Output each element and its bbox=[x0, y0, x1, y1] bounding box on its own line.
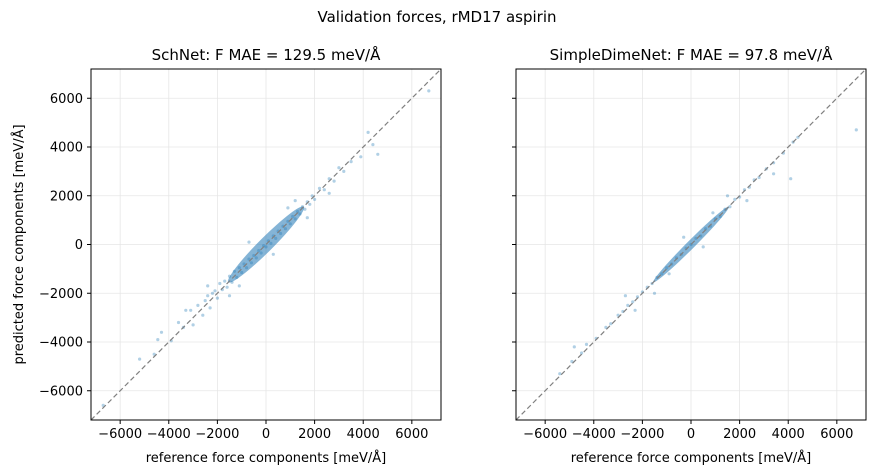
scatter-point bbox=[156, 338, 160, 342]
y-tick-label: 4000 bbox=[50, 141, 83, 156]
scatter-point bbox=[332, 179, 336, 183]
x-tick-label: 6000 bbox=[820, 427, 853, 442]
scatter-point bbox=[584, 342, 589, 346]
identity-line bbox=[91, 69, 441, 420]
scatter-point bbox=[667, 272, 671, 276]
scatter-point bbox=[271, 252, 275, 256]
scatter-point bbox=[789, 177, 793, 181]
scatter-point bbox=[572, 345, 576, 349]
scatter-point bbox=[196, 303, 200, 307]
y-tick-label: −2000 bbox=[39, 287, 83, 302]
scatter-point bbox=[371, 143, 375, 147]
scatter-point bbox=[711, 211, 715, 215]
figure-suptitle: Validation forces, rMD17 aspirin bbox=[317, 8, 556, 26]
panel-schnet: −6000 −4000 −2000 0 2000 4000 6000 −6000 −4000 −2… bbox=[11, 45, 442, 466]
scatter-point bbox=[313, 197, 317, 201]
scatter-point bbox=[305, 216, 309, 220]
x-axis-label: reference force components [meV/Å] bbox=[571, 450, 812, 466]
scatter-point bbox=[623, 294, 628, 298]
scatter-point bbox=[701, 245, 705, 249]
scatter-point bbox=[286, 206, 290, 210]
y-tick-label: 2000 bbox=[50, 189, 83, 204]
x-tick-label: 2000 bbox=[298, 427, 331, 442]
x-tick-label: −2000 bbox=[195, 427, 239, 442]
scatter-point bbox=[745, 199, 749, 203]
scatter-point bbox=[322, 188, 326, 192]
scatter-point bbox=[203, 299, 207, 303]
scatter-point bbox=[223, 279, 227, 283]
scatter-point bbox=[652, 291, 657, 295]
scatter-point bbox=[225, 285, 229, 289]
scatter-point bbox=[159, 330, 164, 334]
scatter-point bbox=[327, 191, 331, 195]
scatter-point bbox=[580, 351, 584, 355]
x-tick-label: −4000 bbox=[147, 427, 191, 442]
scatter-point bbox=[626, 303, 630, 307]
scatter-point bbox=[609, 322, 613, 326]
scatter-point bbox=[725, 194, 730, 198]
x-tick-label: 0 bbox=[262, 427, 270, 442]
scatter-point bbox=[854, 128, 858, 132]
scatter-point bbox=[176, 320, 181, 325]
scatter-point bbox=[342, 169, 346, 173]
scatter-point bbox=[184, 308, 188, 312]
scatter-point bbox=[303, 207, 307, 211]
scatter-point bbox=[208, 306, 212, 310]
scatter-point bbox=[213, 289, 217, 293]
x-tick-label: −2000 bbox=[620, 427, 664, 442]
scatter-point bbox=[728, 205, 732, 209]
scatter-point bbox=[218, 281, 222, 286]
scatter-point bbox=[189, 308, 193, 312]
scatter-points bbox=[558, 128, 858, 376]
scatter-point bbox=[247, 240, 251, 244]
scatter-point bbox=[376, 152, 380, 156]
y-tick-label: 6000 bbox=[50, 92, 83, 107]
scatter-point bbox=[206, 284, 210, 288]
scatter-point bbox=[191, 323, 195, 327]
x-tick-label: 0 bbox=[687, 427, 695, 442]
y-axis-label: predicted force components [meV/Å] bbox=[11, 124, 27, 364]
scatter-point bbox=[633, 308, 637, 312]
x-tick-label: 4000 bbox=[347, 427, 380, 442]
scatter-point bbox=[210, 291, 215, 295]
y-tick-label: −4000 bbox=[39, 336, 83, 351]
scatter-point bbox=[366, 130, 370, 134]
scatter-point bbox=[308, 202, 312, 206]
panel-title: SchNet: F MAE = 129.5 meV/Å bbox=[152, 45, 381, 64]
scatter-point bbox=[237, 284, 241, 288]
y-tick-label: 0 bbox=[75, 238, 83, 253]
panel-title: SimpleDimeNet: F MAE = 97.8 meV/Å bbox=[550, 45, 833, 64]
scatter-point bbox=[427, 89, 431, 93]
y-tick-label: −6000 bbox=[39, 384, 83, 399]
scatter-point bbox=[337, 166, 341, 170]
scatter-point bbox=[206, 294, 210, 298]
scatter-point bbox=[631, 300, 635, 304]
scatter-point bbox=[359, 155, 363, 159]
x-tick-label: 2000 bbox=[723, 427, 756, 442]
scatter-point bbox=[558, 372, 562, 376]
scatter-point bbox=[293, 199, 297, 203]
scatter-point bbox=[215, 296, 219, 300]
x-tick-label: −4000 bbox=[572, 427, 616, 442]
x-tick-label: −6000 bbox=[98, 427, 142, 442]
x-axis-label: reference force components [meV/Å] bbox=[146, 450, 387, 466]
scatter-point bbox=[757, 175, 761, 180]
scatter-point bbox=[772, 172, 776, 176]
scatter-point bbox=[733, 197, 737, 201]
scatter-point bbox=[201, 313, 205, 317]
scatter-point bbox=[349, 160, 353, 164]
scatter-point bbox=[317, 186, 322, 190]
identity-line bbox=[516, 69, 866, 420]
x-tick-label: −6000 bbox=[523, 427, 567, 442]
scatter-point bbox=[227, 294, 232, 298]
x-tick-label: 4000 bbox=[772, 427, 805, 442]
panel-simpledimenet: −6000 −4000 −2000 0 2000 4000 6000 SimpleDimeNe… bbox=[512, 45, 867, 466]
scatter-point bbox=[138, 357, 142, 361]
x-tick-label: 6000 bbox=[395, 427, 428, 442]
scatter-point bbox=[682, 235, 686, 239]
